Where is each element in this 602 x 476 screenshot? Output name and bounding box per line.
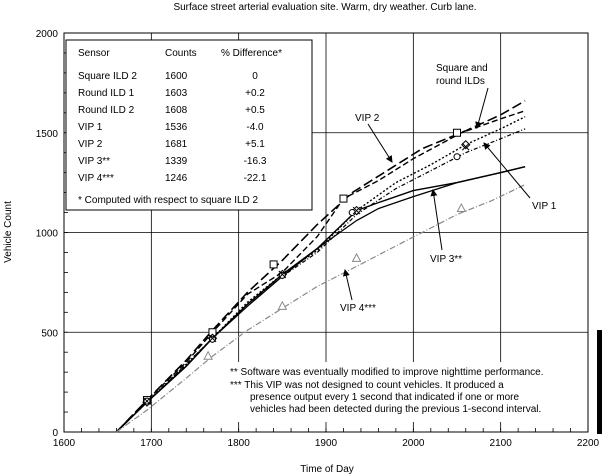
vip1-arrow	[483, 142, 531, 199]
series-marker	[453, 153, 461, 161]
series-markers	[142, 128, 471, 407]
square-round-arrow	[475, 87, 489, 129]
y-axis-label: Vehicle Count	[3, 201, 14, 263]
table-cell: -4.0	[246, 122, 264, 133]
table-cell: 1246	[165, 173, 188, 184]
series-marker	[277, 300, 288, 310]
y-tick-label: 0	[52, 428, 58, 439]
table-cell: -16.3	[244, 156, 267, 167]
vip2-label: VIP 2	[355, 113, 380, 124]
table-header-cell: Counts	[165, 48, 197, 59]
x-tick-label: 1900	[315, 438, 338, 449]
x-tick-label: 1600	[53, 438, 76, 449]
vip3-arrow	[430, 189, 443, 251]
x-tick-label: 2000	[402, 438, 425, 449]
series-marker	[203, 350, 213, 360]
table-cell: -22.1	[244, 173, 267, 184]
vip4-label: VIP 4***	[340, 303, 376, 314]
table-footnote: * Computed with respect to square ILD 2	[78, 195, 259, 206]
table-cell: VIP 3**	[78, 156, 110, 167]
series-line-vip-4	[116, 184, 526, 433]
summary-table-border	[65, 39, 313, 211]
table-cell: VIP 2	[78, 139, 103, 150]
series-lines	[115, 100, 526, 433]
y-tick-label: 1000	[36, 229, 59, 240]
footnote-vip-line1: *** This VIP was not designed to count v…	[230, 380, 504, 391]
table-cell: 1603	[165, 88, 188, 99]
table-cell: +0.5	[245, 105, 265, 116]
series-marker	[339, 194, 348, 203]
series-marker	[456, 202, 467, 213]
series-marker	[352, 206, 361, 215]
right-edge-bar	[597, 330, 602, 434]
square-round-label-line2: round ILDs	[436, 76, 485, 87]
plot-frame	[63, 32, 589, 433]
footnote-vip-line3: vehicles had been detected during the pr…	[250, 404, 541, 415]
series-line-round-ild-2	[115, 128, 526, 433]
annotations: VIP 2 Square and round ILDs VIP 1 VIP 3*…	[340, 63, 557, 314]
table-cell: Round ILD 1	[78, 88, 135, 99]
table-cell: 1339	[165, 156, 188, 167]
series-line-vip-3	[115, 166, 526, 433]
y-tick-label: 2000	[36, 29, 59, 40]
x-tick-label: 2200	[577, 438, 600, 449]
table-cell: +5.1	[245, 139, 265, 150]
table-header-cell: % Difference*	[221, 48, 282, 59]
x-tick-label: 1700	[140, 438, 163, 449]
tick-labels: 1600 1700 1800 1900 2000 2100 2200 0 500 1000 1500…	[36, 29, 600, 449]
x-tick-label: 1800	[228, 438, 251, 449]
series-marker	[278, 271, 286, 279]
series-marker	[453, 128, 461, 137]
table-cell: 1600	[165, 71, 188, 82]
vip4-arrow	[342, 269, 353, 301]
series-marker	[278, 270, 287, 279]
vip1-label: VIP 1	[532, 201, 557, 212]
footnotes-background	[226, 362, 586, 422]
series-marker	[351, 252, 362, 262]
chart-title: Surface street arterial evaluation site.…	[173, 2, 476, 13]
vip2-arrow	[367, 123, 393, 163]
table-cell: Round ILD 2	[78, 105, 135, 116]
table-cell: VIP 4***	[78, 173, 114, 184]
table-header-cell: Sensor	[78, 48, 110, 59]
footnotes: ** Software was eventually modified to i…	[226, 362, 586, 422]
series-marker	[208, 334, 217, 343]
series-line-vip-2	[115, 100, 526, 433]
y-tick-label: 1500	[36, 129, 59, 140]
table-cell: VIP 1	[78, 122, 103, 133]
series-marker	[269, 260, 278, 269]
series-marker	[208, 335, 216, 343]
table-cell: Square ILD 2	[78, 71, 137, 82]
x-tick-label: 2100	[490, 438, 513, 449]
series-marker	[143, 397, 151, 405]
table-cell: 1536	[165, 122, 188, 133]
summary-table-cells: Sensor Counts % Difference* Square ILD 2 160…	[78, 48, 282, 184]
series-line-round-ild-1	[115, 116, 526, 433]
table-cell: 1681	[165, 139, 188, 150]
y-tick-label: 500	[41, 328, 58, 339]
square-round-label-line1: Square and	[436, 63, 488, 74]
series-marker	[461, 142, 470, 151]
table-cell: +0.2	[245, 88, 265, 99]
table-cell: 1608	[165, 105, 188, 116]
axes	[63, 32, 589, 433]
series-line-square-ild-2	[115, 110, 526, 433]
table-cell: 0	[252, 71, 258, 82]
footnote-vip-line2: presence output every 1 second that indi…	[250, 392, 519, 403]
footnote-software: ** Software was eventually modified to i…	[230, 367, 543, 378]
series-marker	[461, 140, 471, 150]
x-axis-label: Time of Day	[300, 464, 354, 475]
vip3-label: VIP 3**	[430, 254, 462, 265]
summary-table: Sensor Counts % Difference* Square ILD 2 160…	[65, 39, 313, 211]
